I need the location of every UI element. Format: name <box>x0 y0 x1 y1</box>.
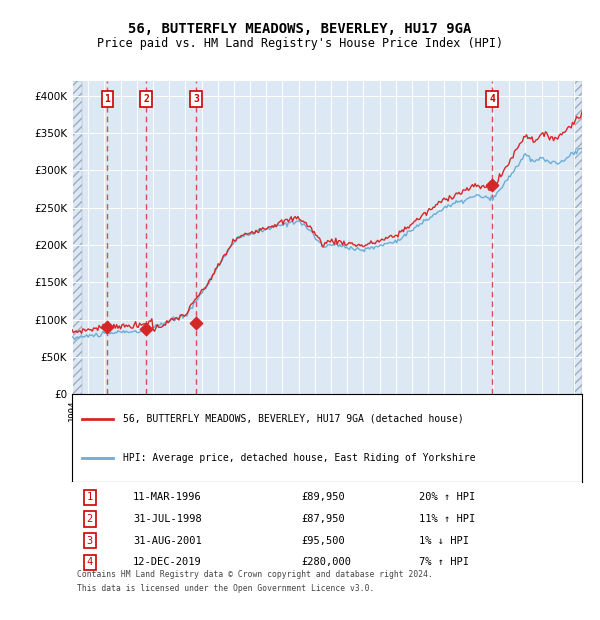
Point <box>142 324 151 334</box>
Text: 1% ↓ HPI: 1% ↓ HPI <box>419 536 469 546</box>
Point <box>103 322 112 332</box>
Text: £280,000: £280,000 <box>302 557 352 567</box>
Text: Contains HM Land Registry data © Crown copyright and database right 2024.: Contains HM Land Registry data © Crown c… <box>77 570 433 578</box>
Point <box>487 180 497 190</box>
Text: 1: 1 <box>87 492 93 502</box>
Text: 11-MAR-1996: 11-MAR-1996 <box>133 492 202 502</box>
Text: 31-JUL-1998: 31-JUL-1998 <box>133 514 202 524</box>
Text: 3: 3 <box>87 536 93 546</box>
Text: 2: 2 <box>143 94 149 104</box>
Text: 56, BUTTERFLY MEADOWS, BEVERLEY, HU17 9GA (detached house): 56, BUTTERFLY MEADOWS, BEVERLEY, HU17 9G… <box>123 414 464 424</box>
Text: £95,500: £95,500 <box>302 536 345 546</box>
Text: 56, BUTTERFLY MEADOWS, BEVERLEY, HU17 9GA: 56, BUTTERFLY MEADOWS, BEVERLEY, HU17 9G… <box>128 22 472 36</box>
Text: 11% ↑ HPI: 11% ↑ HPI <box>419 514 475 524</box>
Text: 2: 2 <box>87 514 93 524</box>
Text: 20% ↑ HPI: 20% ↑ HPI <box>419 492 475 502</box>
Text: 4: 4 <box>87 557 93 567</box>
Text: 7% ↑ HPI: 7% ↑ HPI <box>419 557 469 567</box>
Text: £89,950: £89,950 <box>302 492 345 502</box>
Text: £87,950: £87,950 <box>302 514 345 524</box>
Text: 1: 1 <box>104 94 110 104</box>
Text: 31-AUG-2001: 31-AUG-2001 <box>133 536 202 546</box>
Text: This data is licensed under the Open Government Licence v3.0.: This data is licensed under the Open Gov… <box>77 584 374 593</box>
Text: HPI: Average price, detached house, East Riding of Yorkshire: HPI: Average price, detached house, East… <box>123 453 476 463</box>
Text: 4: 4 <box>489 94 495 104</box>
Text: 3: 3 <box>193 94 199 104</box>
Text: Price paid vs. HM Land Registry's House Price Index (HPI): Price paid vs. HM Land Registry's House … <box>97 37 503 50</box>
Text: 12-DEC-2019: 12-DEC-2019 <box>133 557 202 567</box>
Point <box>191 318 201 328</box>
